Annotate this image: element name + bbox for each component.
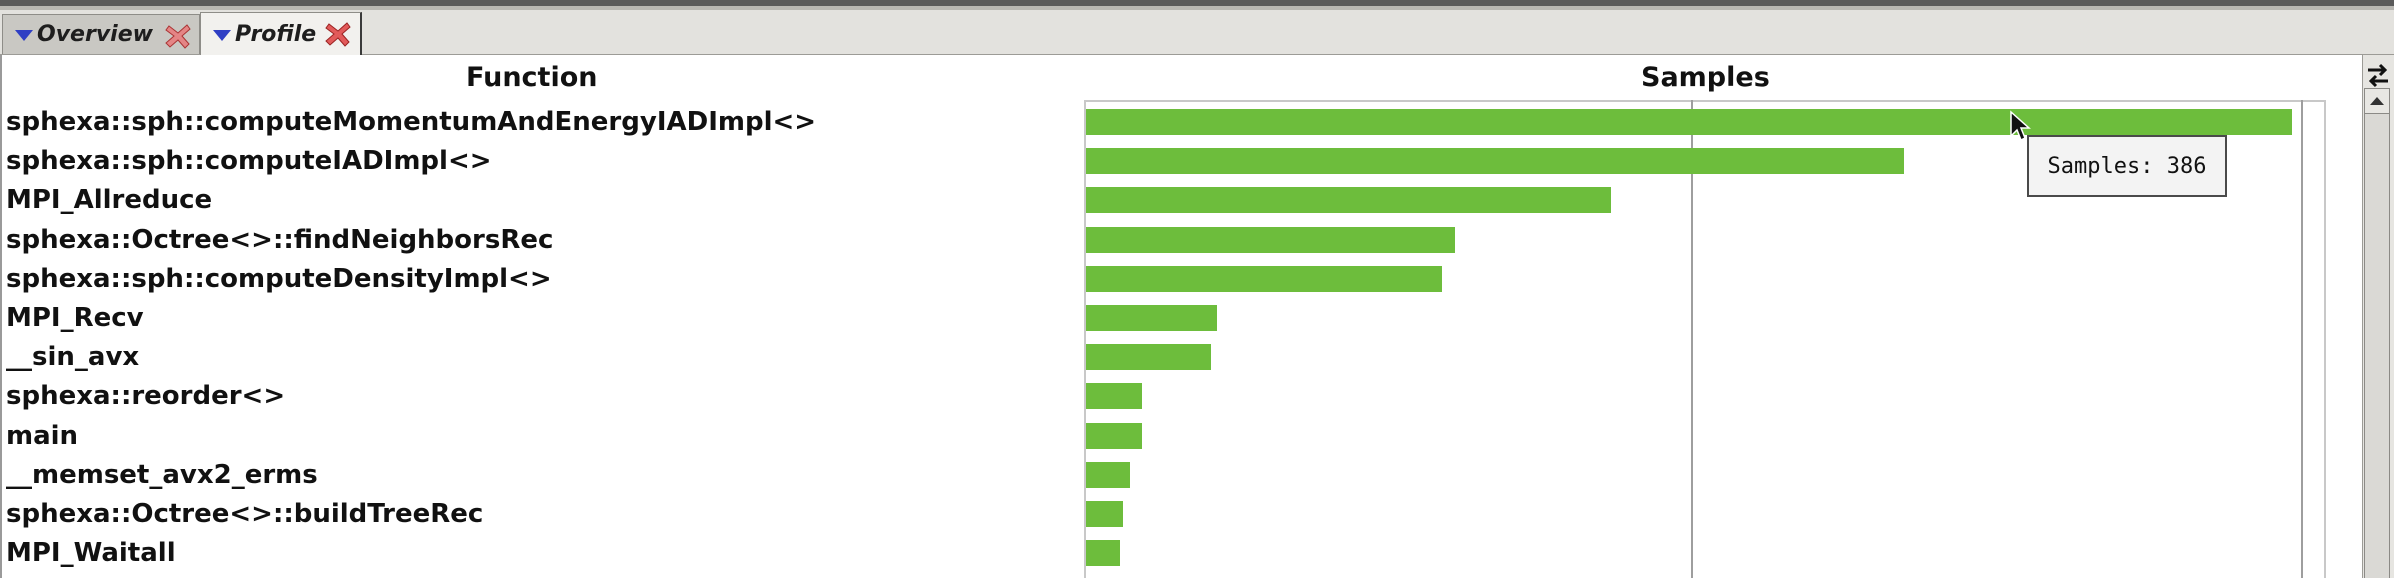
function-row-label[interactable]: sphexa::sph::computeIADImpl<> — [6, 146, 492, 177]
samples-bar[interactable] — [1086, 540, 1121, 567]
samples-bar[interactable] — [1086, 265, 1443, 292]
tab-overview[interactable]: Overview — [2, 14, 200, 54]
function-column-header[interactable]: Function — [466, 62, 598, 93]
samples-column-header[interactable]: Samples — [1641, 62, 1770, 93]
chart-gridline — [2301, 100, 2303, 578]
samples-bar[interactable] — [1086, 148, 1905, 175]
samples-bar[interactable] — [1086, 109, 2292, 135]
function-row-label[interactable]: MPI_Waitall — [6, 538, 176, 569]
tab-bar: Overview Profile — [0, 10, 2394, 55]
samples-bar[interactable] — [1086, 305, 1218, 331]
swap-columns-icon[interactable] — [2363, 60, 2393, 90]
window-top-border — [0, 0, 2394, 6]
tab-dropdown-icon[interactable] — [15, 30, 33, 41]
function-row-label[interactable]: main — [6, 420, 79, 451]
samples-bar[interactable] — [1086, 226, 1455, 253]
scrollbar-thumb[interactable] — [2364, 114, 2390, 578]
tab-dropdown-icon[interactable] — [213, 29, 231, 41]
close-tab-icon[interactable] — [163, 21, 193, 51]
mouse-cursor-icon — [2010, 110, 2031, 142]
close-tab-icon[interactable] — [323, 19, 353, 49]
samples-bar[interactable] — [1086, 344, 1211, 371]
samples-bar[interactable] — [1086, 187, 1611, 214]
function-row-label[interactable]: MPI_Allreduce — [6, 185, 213, 216]
samples-bar[interactable] — [1086, 383, 1143, 410]
samples-tooltip: Samples: 386 — [2027, 135, 2227, 197]
function-row-label[interactable]: sphexa::Octree<>::findNeighborsRec — [6, 224, 554, 255]
tab-label: Overview — [37, 22, 153, 47]
scroll-up-arrow-icon — [2370, 97, 2384, 105]
function-row-label[interactable]: sphexa::sph::computeDensityImpl<> — [6, 263, 552, 294]
function-row-label[interactable]: __memset_avx2_erms — [6, 459, 318, 490]
scroll-up-button[interactable] — [2364, 88, 2390, 114]
samples-bar[interactable] — [1086, 422, 1143, 449]
function-row-label[interactable]: sphexa::sph::computeMomentumAndEnergyIAD… — [6, 107, 817, 137]
function-row-label[interactable]: MPI_Recv — [6, 303, 144, 333]
chart-gridline — [1691, 100, 1693, 578]
tab-profile[interactable]: Profile — [200, 12, 362, 55]
function-row-label[interactable]: __sin_avx — [6, 342, 140, 373]
function-row-label[interactable]: sphexa::reorder<> — [6, 381, 286, 412]
samples-bar[interactable] — [1086, 501, 1124, 527]
window-top-border-inner — [0, 6, 2394, 10]
function-row-label[interactable]: sphexa::Octree<>::buildTreeRec — [6, 499, 484, 529]
tab-label: Profile — [235, 21, 317, 47]
samples-bar[interactable] — [1086, 461, 1130, 488]
